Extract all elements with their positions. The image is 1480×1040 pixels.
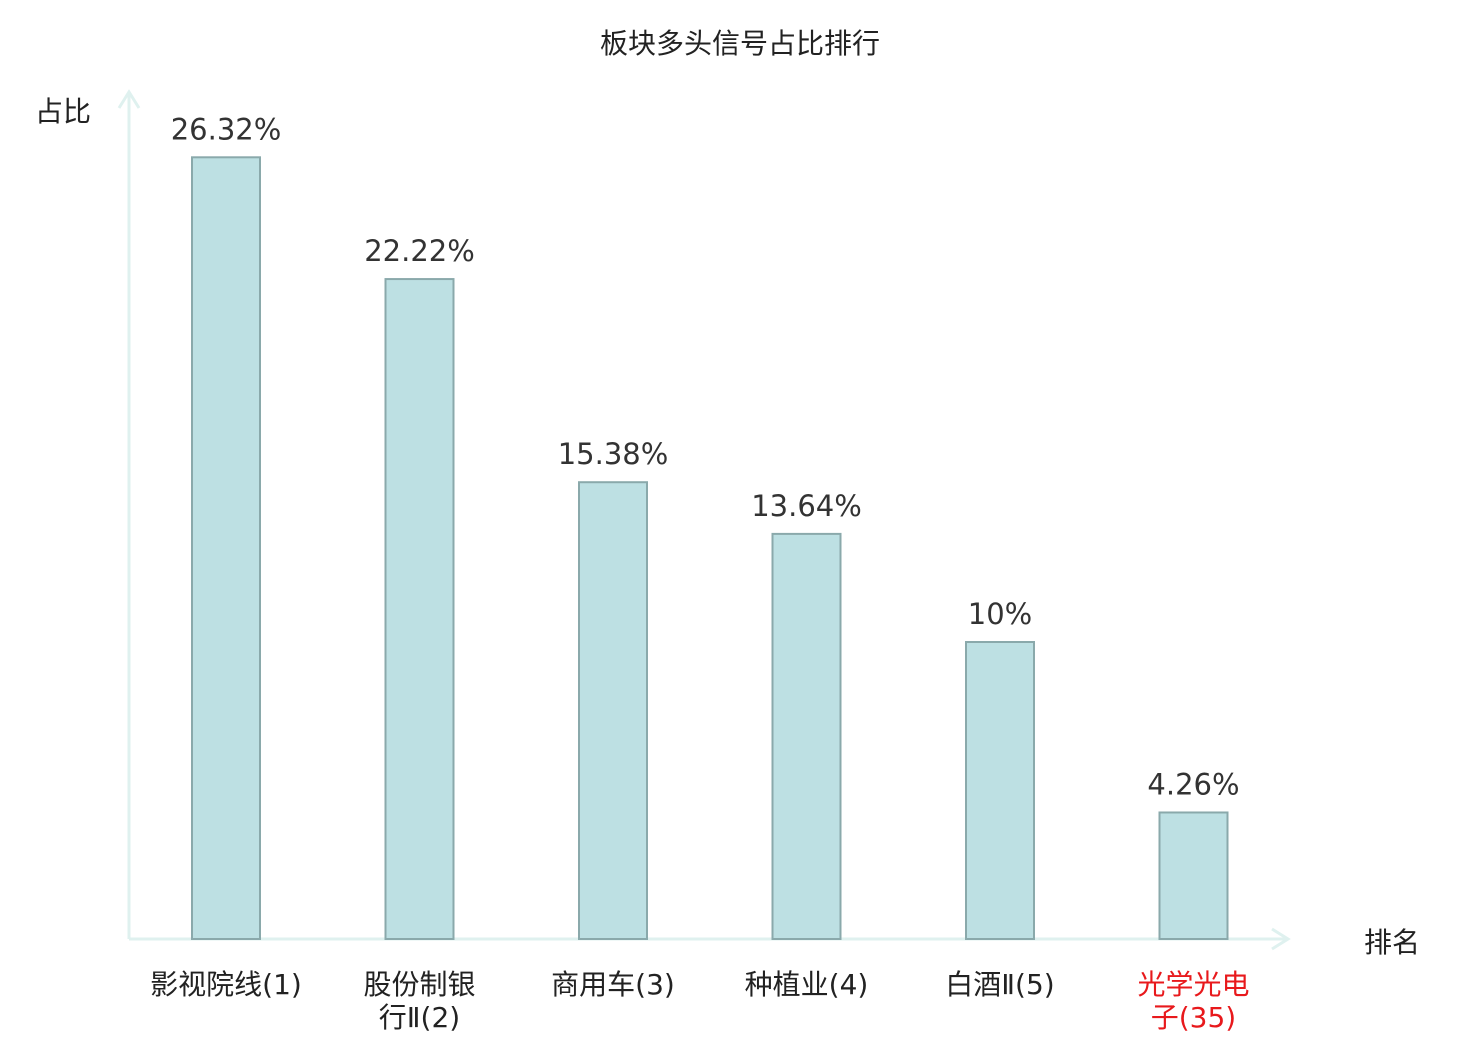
value-label: 22.22%: [364, 234, 475, 268]
bar: [384, 278, 455, 941]
y-axis-arrow: [117, 89, 141, 109]
bars-group: [191, 156, 1229, 941]
bar: [965, 641, 1035, 940]
value-labels-group: 26.32% 22.22% 15.38% 13.64% 10% 4.26%: [171, 112, 1240, 801]
axes: [117, 89, 1291, 951]
chart-title: 板块多头信号占比排行: [600, 27, 880, 60]
category-label: 子(35): [1151, 1001, 1236, 1034]
bar: [578, 481, 648, 940]
category-label: 商用车(3): [551, 968, 675, 1001]
x-axis-arrow: [1271, 927, 1291, 951]
bar: [1158, 811, 1229, 941]
category-label: 影视院线(1): [150, 968, 302, 1001]
value-label: 10%: [968, 597, 1032, 631]
category-label: 行Ⅱ(2): [379, 1001, 460, 1034]
category-label: 种植业(4): [745, 968, 869, 1001]
y-axis-label: 占比: [35, 95, 91, 128]
category-label: 白酒Ⅱ(5): [945, 968, 1054, 1001]
bar: [191, 156, 261, 940]
value-label: 15.38%: [558, 437, 669, 471]
value-label: 4.26%: [1147, 767, 1239, 801]
bar: [771, 532, 842, 941]
x-axis-label: 排名: [1364, 926, 1420, 959]
category-label: 股份制银: [363, 968, 475, 1001]
value-label: 26.32%: [171, 112, 282, 146]
value-label: 13.64%: [751, 489, 862, 523]
category-label: 光学光电: [1137, 968, 1249, 1001]
